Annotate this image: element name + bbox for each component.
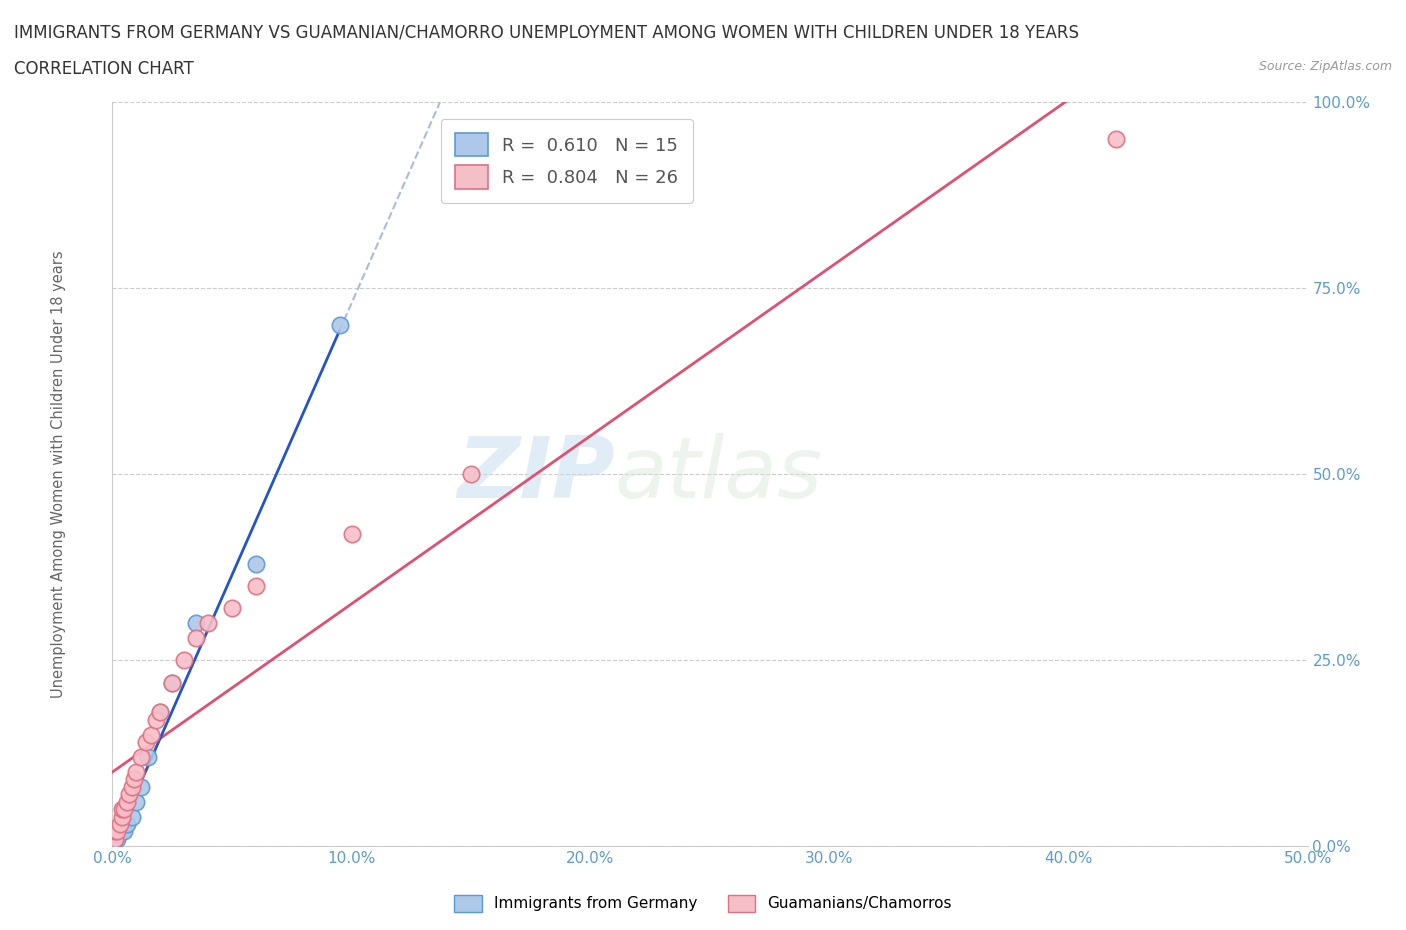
- Legend: Immigrants from Germany, Guamanians/Chamorros: Immigrants from Germany, Guamanians/Cham…: [449, 889, 957, 918]
- Text: ZIP: ZIP: [457, 432, 614, 516]
- Legend: R =  0.610   N = 15, R =  0.804   N = 26: R = 0.610 N = 15, R = 0.804 N = 26: [440, 119, 693, 203]
- Point: [108, 824, 131, 839]
- Point: [197, 616, 219, 631]
- Point: [329, 318, 352, 333]
- Point: [122, 772, 145, 787]
- Point: [245, 578, 267, 593]
- Point: [104, 831, 127, 846]
- Point: [105, 824, 128, 839]
- Point: [111, 802, 134, 817]
- Point: [115, 794, 138, 809]
- Point: [121, 779, 143, 794]
- Text: CORRELATION CHART: CORRELATION CHART: [14, 60, 194, 78]
- Point: [118, 787, 141, 802]
- Point: [114, 824, 135, 839]
- Point: [145, 712, 167, 727]
- Point: [221, 601, 243, 616]
- Point: [104, 831, 127, 846]
- Point: [138, 750, 160, 764]
- Point: [149, 705, 172, 720]
- Point: [105, 831, 128, 846]
- Point: [115, 817, 138, 831]
- Point: [121, 809, 143, 824]
- Point: [162, 675, 183, 690]
- Text: IMMIGRANTS FROM GERMANY VS GUAMANIAN/CHAMORRO UNEMPLOYMENT AMONG WOMEN WITH CHIL: IMMIGRANTS FROM GERMANY VS GUAMANIAN/CHA…: [14, 23, 1078, 41]
- Point: [125, 764, 148, 779]
- Point: [139, 727, 162, 742]
- Point: [111, 809, 134, 824]
- Point: [111, 824, 134, 839]
- Point: [1105, 132, 1128, 147]
- Point: [340, 526, 363, 541]
- Point: [186, 631, 208, 645]
- Point: [135, 735, 157, 750]
- Text: Unemployment Among Women with Children Under 18 years: Unemployment Among Women with Children U…: [51, 250, 66, 698]
- Point: [129, 750, 152, 764]
- Point: [125, 794, 148, 809]
- Point: [108, 817, 131, 831]
- Point: [149, 705, 172, 720]
- Point: [129, 779, 152, 794]
- Point: [162, 675, 183, 690]
- Point: [460, 467, 482, 482]
- Point: [173, 653, 195, 668]
- Point: [114, 802, 135, 817]
- Text: Source: ZipAtlas.com: Source: ZipAtlas.com: [1258, 60, 1392, 73]
- Text: atlas: atlas: [614, 432, 823, 516]
- Point: [186, 616, 208, 631]
- Point: [104, 824, 127, 839]
- Point: [245, 556, 267, 571]
